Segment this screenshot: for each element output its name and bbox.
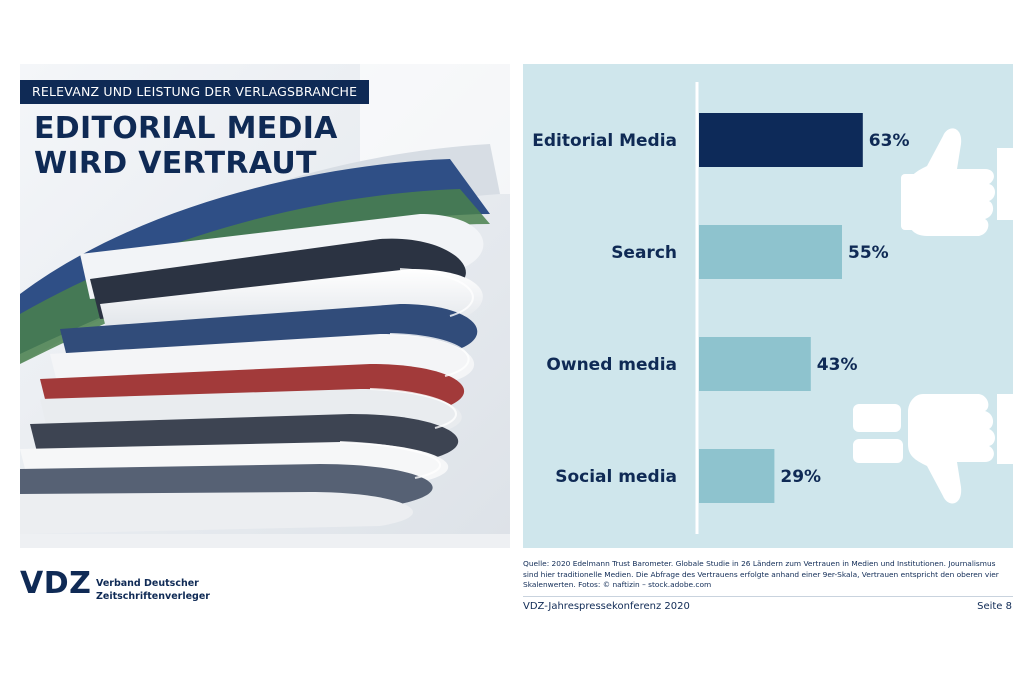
magazine-stack-photo [20,64,510,548]
magazine-stack-illustration [20,64,510,548]
category-label: Editorial Media [532,131,677,151]
source-line-3: Skalenwerten. Fotos: © naftizin – stock.… [523,580,712,589]
org-line-2: Zeitschriftenverleger [96,591,210,602]
source-line-2: sind hier traditionelle Medien. Die Abfr… [523,569,999,579]
bar-editorial-media [699,113,863,167]
footer-divider [523,596,1013,597]
slide-headline: EDITORIAL MEDIA WIRD VERTRAUT [34,111,394,181]
value-label: 55% [848,243,889,263]
thumbs-down-icon [853,394,1013,504]
headline-line-2: WIRD VERTRAUT [34,146,317,181]
source-note: Quelle: 2020 Edelmann Trust Barometer. G… [523,559,1015,591]
headline-line-1: EDITORIAL MEDIA [34,111,338,146]
bar-social-media [699,449,775,503]
category-label: Social media [555,467,677,487]
category-label: Search [611,243,677,263]
category-label: Owned media [546,355,677,375]
slide-kicker: RELEVANZ UND LEISTUNG DER VERLAGSBRANCHE [20,80,370,104]
vdz-logo: VDZ [20,566,92,601]
thumbs-up-icon [901,128,1013,236]
bar-chart-svg: Editorial Media 63% Search 55% Owned media 43… [532,82,1013,534]
organization-name: Verband Deutscher Zeitschriftenverleger [96,577,210,603]
value-label: 43% [817,355,858,375]
event-name: VDZ-Jahrespressekonferenz 2020 [523,601,690,612]
value-label: 29% [780,467,821,487]
value-label: 63% [869,131,910,151]
org-line-1: Verband Deutscher [96,578,199,589]
source-line-1: Quelle: 2020 Edelmann Trust Barometer. G… [523,559,996,568]
bar-search [699,225,842,279]
bars-layer: Editorial Media 63% Search 55% Owned media 43… [532,113,910,503]
page-number: Seite 8 [977,601,1012,612]
bar-owned-media [699,337,811,391]
trust-bar-chart: Editorial Media 63% Search 55% Owned media 43… [523,64,1013,548]
